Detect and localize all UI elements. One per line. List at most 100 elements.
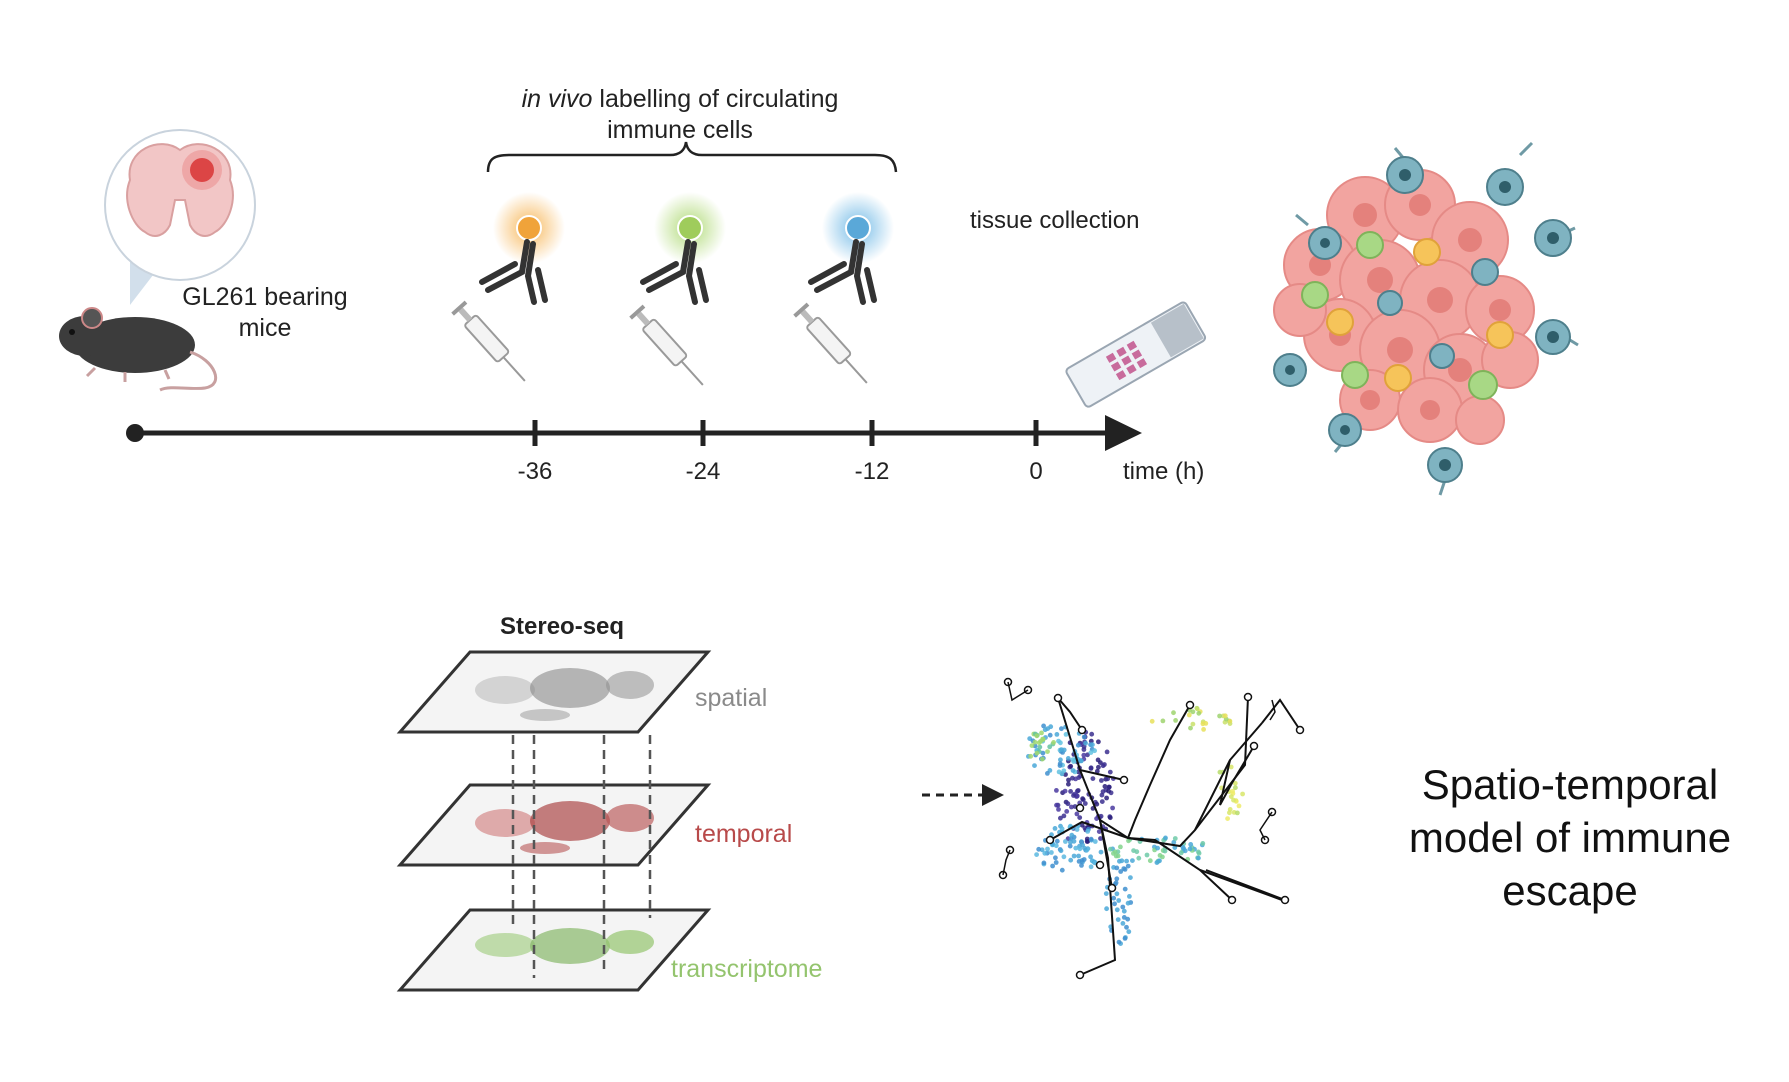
trajectory-dot [1186,712,1192,718]
trajectory-dot [1088,750,1094,755]
trajectory-dot [1088,864,1094,870]
trajectory-dot [1075,742,1081,748]
trajectory-dot [1032,763,1037,768]
labelling-brace [486,141,898,173]
trajectory-dot [1171,710,1176,716]
trajectory-dot [1162,848,1168,854]
trajectory-dot [1160,718,1166,724]
trajectory-dot [1067,843,1073,849]
trajectory-dot [1036,846,1042,852]
trajectory-dot [1114,907,1120,913]
trajectory-dot [1081,734,1087,740]
trajectory-dot [1094,768,1100,774]
trajectory-dot [1233,785,1238,791]
trajectory-dot [1059,747,1064,752]
syringe-icon [629,304,704,386]
trajectory-dot [1113,880,1119,886]
trajectory-dot [1163,835,1168,841]
trajectory-dot [1061,813,1067,819]
tick-label: -12 [854,458,890,485]
trajectory-dot [1104,906,1109,912]
trajectory-dot [1088,765,1094,771]
layer-label-transcriptome: transcriptome [671,955,823,983]
trajectory-dot [1200,841,1206,846]
trajectory-dot [1092,839,1098,844]
trajectory-dot [1065,756,1071,761]
trajectory-dot [1050,863,1055,869]
trajectory-dot [1056,807,1061,812]
trajectory-dot [1155,845,1160,851]
trajectory-dot [1098,836,1103,841]
trajectory-dot [1130,858,1135,863]
trajectory-dot [1059,726,1064,732]
trajectory-dot [1201,727,1206,732]
trajectory-dot [1078,758,1083,764]
trajectory-dot [1217,713,1222,719]
trajectory-dot [1088,836,1094,842]
trajectory-dot [1039,730,1044,736]
trajectory-dot [1054,732,1060,737]
trajectory-dot [1104,749,1110,755]
trajectory-dot [1071,838,1077,844]
trajectory-dot [1122,867,1128,872]
labelling-title: in vivo labelling of circulating immune … [470,84,890,146]
trajectory-dot [1038,738,1044,744]
trajectory-dot [1045,846,1050,852]
trajectory-dot [1225,816,1230,821]
trajectory-dot [1111,895,1117,901]
antibody-icon [479,192,565,305]
antibody-icon [808,192,894,305]
trajectory-dot [1059,826,1065,832]
trajectory-dot [1083,740,1088,746]
trajectory-dot [1149,718,1155,724]
trajectory-dot [1228,764,1234,770]
trajectory-dot [1094,816,1099,821]
trajectory-dot [1088,854,1093,860]
trajectory-dot [1134,849,1140,855]
trajectory-dot [1114,865,1120,871]
stereo-seq-title: Stereo-seq [500,613,625,640]
trajectory-dot [1041,860,1047,866]
trajectory-dot [1096,739,1101,745]
trajectory-dot [1079,822,1085,828]
trajectory-dot [1053,843,1059,849]
trajectory-dot [1066,777,1071,783]
trajectory-dot [1064,809,1070,814]
trajectory-dot [1103,891,1109,896]
trajectory-dot [1196,850,1202,856]
trajectory-dot [1136,855,1142,861]
trajectory-dot [1116,898,1122,903]
trajectory-dot [1068,857,1074,863]
tick-label: -36 [517,458,553,485]
trajectory-dot [1085,829,1091,834]
trajectory-dot [1240,791,1245,797]
mice-label: GL261 bearing mice [160,282,370,344]
trajectory-dot [1094,801,1100,807]
trajectory-dot [1196,710,1202,716]
trajectory-dot [1107,815,1113,821]
trajectory-dot [1071,759,1077,764]
trajectory-dot [1157,853,1163,858]
trajectory-dot [1039,847,1045,853]
trajectory-dot [1053,860,1059,865]
trajectory-dot [1127,894,1132,899]
trajectory-dot [1045,749,1050,754]
trajectory-dot [1102,784,1108,789]
trajectory-dot [1125,900,1131,906]
model-label-line3: escape [1502,867,1638,914]
trajectory-dot [1053,855,1058,861]
trajectory-dot [1126,929,1132,935]
trajectory-dot [1235,810,1240,816]
trajectory-dot [1188,842,1194,847]
trajectory-dot [1098,849,1104,855]
trajectory-dot [1045,771,1050,776]
trajectory-dot [1092,748,1097,754]
slide-icon [1065,301,1207,408]
trajectory-dot [1114,891,1120,897]
model-label-line1: Spatio-temporal [1421,761,1719,808]
trajectory-dot [1196,855,1201,861]
trajectory-dot [1048,724,1054,730]
trajectory-dot [1034,733,1040,739]
trajectory-dot [1227,718,1233,724]
